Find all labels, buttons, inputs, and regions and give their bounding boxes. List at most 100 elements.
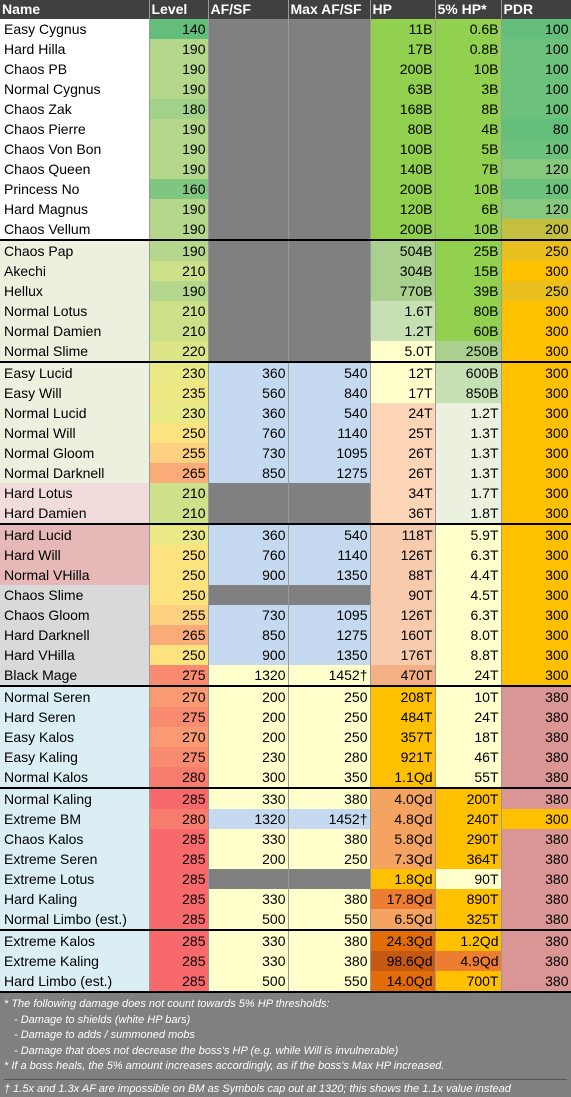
cell-af-sf: 730 — [208, 443, 288, 463]
cell-5pct-hp: 8B — [435, 99, 501, 119]
cell-hp: 100B — [370, 139, 435, 159]
cell-level: 255 — [149, 443, 208, 463]
cell-name: Extreme Kalos — [0, 930, 149, 951]
cell-level: 190 — [149, 199, 208, 219]
cell-5pct-hp: 290T — [435, 829, 501, 849]
col-header-name[interactable]: Name — [0, 0, 149, 19]
cell-pdr: 300 — [501, 645, 571, 665]
cell-level: 250 — [149, 423, 208, 443]
cell-hp: 200B — [370, 219, 435, 240]
cell-name: Chaos Vellum — [0, 219, 149, 240]
cell-pdr: 300 — [501, 585, 571, 605]
cell-pdr: 100 — [501, 179, 571, 199]
cell-pdr: 300 — [501, 321, 571, 341]
cell-level: 230 — [149, 362, 208, 383]
col-header-level[interactable]: Level — [149, 0, 208, 19]
cell-name: Normal Slime — [0, 341, 149, 362]
cell-5pct-hp: 5.9T — [435, 524, 501, 545]
cell-level: 190 — [149, 79, 208, 99]
cell-level: 235 — [149, 383, 208, 403]
cell-name: Hard Darknell — [0, 625, 149, 645]
cell-hp: 98.6Qd — [370, 951, 435, 971]
cell-pdr: 380 — [501, 930, 571, 951]
col-header-pdr[interactable]: PDR — [501, 0, 571, 19]
cell-max-af-sf — [288, 199, 370, 219]
cell-hp: 34T — [370, 483, 435, 503]
cell-hp: 921T — [370, 747, 435, 767]
cell-hp: 200B — [370, 179, 435, 199]
cell-5pct-hp: 10B — [435, 219, 501, 240]
cell-name: Normal Damien — [0, 321, 149, 341]
cell-af-sf: 1320 — [208, 809, 288, 829]
cell-af-sf: 330 — [208, 951, 288, 971]
cell-max-af-sf: 380 — [288, 829, 370, 849]
cell-pdr: 300 — [501, 665, 571, 686]
cell-name: Easy Will — [0, 383, 149, 403]
cell-pdr: 380 — [501, 889, 571, 909]
cell-5pct-hp: 4.4T — [435, 565, 501, 585]
cell-5pct-hp: 850B — [435, 383, 501, 403]
cell-hp: 470T — [370, 665, 435, 686]
cell-pdr: 100 — [501, 19, 571, 39]
col-header-hp[interactable]: HP — [370, 0, 435, 19]
cell-pdr: 380 — [501, 707, 571, 727]
cell-5pct-hp: 24T — [435, 665, 501, 686]
cell-level: 285 — [149, 951, 208, 971]
cell-af-sf: 500 — [208, 909, 288, 930]
cell-hp: 208T — [370, 686, 435, 707]
cell-level: 275 — [149, 747, 208, 767]
cell-max-af-sf — [288, 321, 370, 341]
col-header-max-af-sf[interactable]: Max AF/SF — [288, 0, 370, 19]
cell-af-sf — [208, 159, 288, 179]
cell-5pct-hp: 200T — [435, 788, 501, 809]
cell-af-sf — [208, 179, 288, 199]
cell-max-af-sf: 250 — [288, 707, 370, 727]
cell-level: 275 — [149, 707, 208, 727]
cell-pdr: 300 — [501, 524, 571, 545]
cell-af-sf: 730 — [208, 605, 288, 625]
cell-max-af-sf: 540 — [288, 362, 370, 383]
cell-name: Hard Magnus — [0, 199, 149, 219]
col-header-5pct-hp[interactable]: 5% HP* — [435, 0, 501, 19]
cell-5pct-hp: 700T — [435, 971, 501, 991]
cell-af-sf — [208, 119, 288, 139]
cell-level: 190 — [149, 281, 208, 301]
cell-level: 140 — [149, 19, 208, 39]
cell-5pct-hp: 8.8T — [435, 645, 501, 665]
col-header-af-sf[interactable]: AF/SF — [208, 0, 288, 19]
cell-hp: 26T — [370, 443, 435, 463]
cell-max-af-sf: 250 — [288, 686, 370, 707]
cell-level: 210 — [149, 301, 208, 321]
cell-pdr: 300 — [501, 463, 571, 483]
cell-pdr: 380 — [501, 909, 571, 930]
cell-hp: 6.5Qd — [370, 909, 435, 930]
cell-hp: 26T — [370, 463, 435, 483]
cell-5pct-hp: 25B — [435, 240, 501, 261]
cell-af-sf — [208, 869, 288, 889]
cell-hp: 1.1Qd — [370, 767, 435, 788]
cell-level: 270 — [149, 686, 208, 707]
cell-name: Easy Cygnus — [0, 19, 149, 39]
cell-max-af-sf: 250 — [288, 849, 370, 869]
cell-name: Normal Darknell — [0, 463, 149, 483]
cell-level: 190 — [149, 39, 208, 59]
